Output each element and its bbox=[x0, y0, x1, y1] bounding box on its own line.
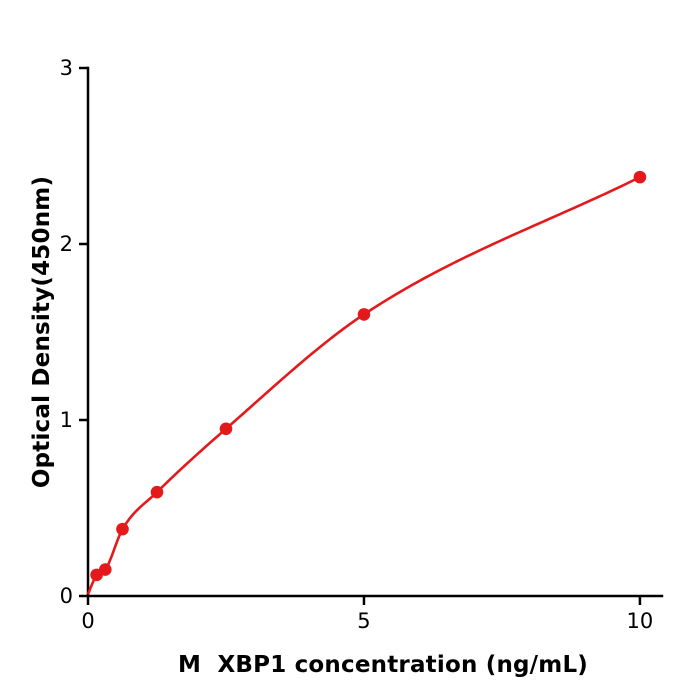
x-tick-label: 0 bbox=[81, 609, 94, 633]
data-point bbox=[150, 485, 164, 499]
data-point bbox=[116, 522, 129, 536]
data-point bbox=[633, 170, 647, 184]
fit-curve bbox=[86, 175, 641, 595]
data-point bbox=[219, 422, 233, 436]
y-tick-label: 0 bbox=[60, 584, 73, 608]
y-tick-label: 1 bbox=[60, 408, 73, 432]
y-axis-label: Optical Density(450nm) bbox=[29, 175, 55, 489]
y-tick-label: 2 bbox=[60, 232, 73, 256]
data-point bbox=[98, 563, 112, 576]
data-point bbox=[357, 308, 371, 321]
x-axis-label: M XBP1 concentration (ng/mL) bbox=[177, 652, 589, 678]
axes bbox=[86, 66, 664, 598]
x-tick-label: 10 bbox=[627, 609, 654, 633]
x-tick-label: 5 bbox=[357, 609, 370, 633]
y-tick-label: 3 bbox=[60, 56, 73, 80]
